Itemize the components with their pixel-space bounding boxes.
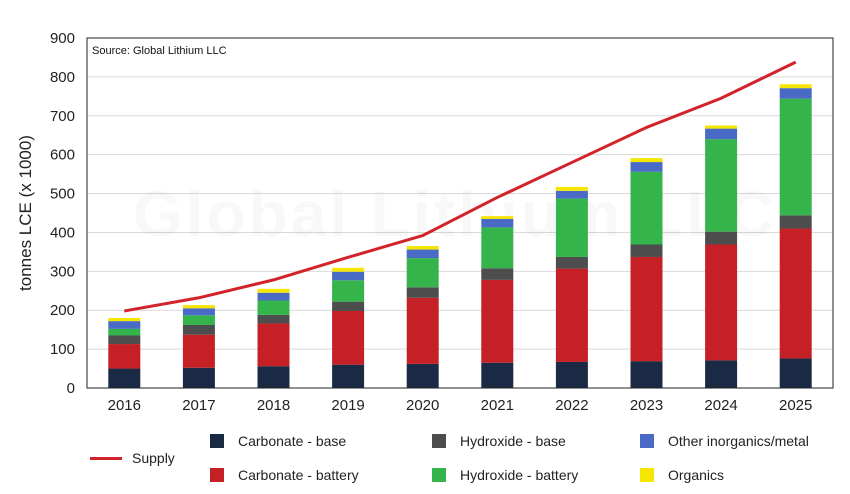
bar-hydroxide-battery-2017 — [182, 315, 215, 325]
bar-carbonate-base-2018 — [257, 366, 290, 388]
y-tick-label: 700 — [50, 108, 75, 125]
bar-carbonate-battery-2018 — [257, 323, 290, 367]
bar-other-inorganics-metal-2016 — [108, 321, 141, 329]
bar-other-inorganics-metal-2017 — [182, 308, 215, 316]
bar-carbonate-battery-2023 — [630, 256, 663, 362]
bar-hydroxide-battery-2025 — [779, 98, 812, 216]
bar-other-inorganics-metal-2019 — [332, 271, 365, 281]
bar-carbonate-battery-2017 — [182, 334, 215, 368]
bar-hydroxide-battery-2019 — [332, 280, 365, 302]
bar-carbonate-battery-2022 — [555, 268, 588, 362]
y-tick-label: 300 — [50, 263, 75, 280]
y-axis-label: tonnes LCE (x 1000) — [16, 135, 35, 291]
bar-stack-2025 — [779, 84, 812, 388]
x-tick-label: 2020 — [406, 397, 439, 414]
bar-stack-2023 — [630, 158, 663, 388]
bar-carbonate-battery-2019 — [332, 311, 365, 365]
bar-hydroxide-base-2016 — [108, 335, 141, 345]
bar-carbonate-base-2016 — [108, 368, 141, 388]
bar-organics-2019 — [332, 267, 365, 272]
bar-carbonate-base-2019 — [332, 364, 365, 388]
bar-carbonate-battery-2021 — [481, 279, 514, 363]
y-tick-label: 800 — [50, 69, 75, 86]
supply-line — [124, 60, 797, 313]
bar-carbonate-base-2023 — [630, 361, 663, 388]
bar-organics-2022 — [555, 186, 588, 191]
bar-carbonate-base-2020 — [406, 363, 439, 388]
bar-hydroxide-base-2022 — [555, 256, 588, 269]
bar-hydroxide-base-2020 — [406, 287, 439, 298]
bar-other-inorganics-metal-2020 — [406, 249, 439, 259]
bar-carbonate-base-2017 — [182, 367, 215, 388]
x-tick-label: 2023 — [630, 397, 663, 414]
y-tick-label: 100 — [50, 341, 75, 358]
bar-other-inorganics-metal-2022 — [555, 190, 588, 199]
x-tick-label: 2021 — [481, 397, 514, 414]
bar-carbonate-battery-2024 — [705, 244, 738, 361]
bar-other-inorganics-metal-2018 — [257, 292, 290, 301]
y-tick-label: 900 — [50, 30, 75, 47]
y-tick-label: 400 — [50, 224, 75, 241]
bar-hydroxide-battery-2023 — [630, 171, 663, 245]
bar-organics-2021 — [481, 216, 514, 219]
bar-stack-2021 — [481, 216, 514, 388]
bar-organics-2023 — [630, 158, 663, 163]
bar-hydroxide-base-2023 — [630, 244, 663, 257]
x-tick-label: 2025 — [779, 397, 812, 414]
x-tick-label: 2016 — [108, 397, 141, 414]
watermark: Global Lithium LLC — [133, 178, 777, 250]
bar-hydroxide-battery-2016 — [108, 328, 141, 336]
plot-frame — [86, 37, 834, 389]
bar-carbonate-base-2025 — [779, 358, 812, 388]
bar-organics-2025 — [779, 84, 812, 89]
bar-other-inorganics-metal-2023 — [630, 162, 663, 172]
bar-hydroxide-battery-2021 — [481, 227, 514, 269]
y-tick-label: 500 — [50, 186, 75, 203]
bar-hydroxide-base-2019 — [332, 301, 365, 311]
bar-stack-2016 — [108, 318, 141, 388]
bar-hydroxide-battery-2018 — [257, 300, 290, 315]
bar-stack-2017 — [182, 305, 215, 388]
x-tick-label: 2022 — [555, 397, 588, 414]
bar-hydroxide-base-2021 — [481, 268, 514, 280]
bar-organics-2020 — [406, 246, 439, 250]
source-note: Source: Global Lithium LLC — [92, 45, 227, 57]
bar-hydroxide-battery-2024 — [705, 139, 738, 232]
bar-other-inorganics-metal-2024 — [705, 128, 738, 140]
bar-stack-2018 — [257, 288, 290, 388]
bar-groups — [108, 84, 812, 388]
y-tick-labels: 0 100 200 300 400 500 600 700 800 900 — [50, 30, 75, 397]
bar-stack-2022 — [555, 186, 588, 388]
bar-other-inorganics-metal-2021 — [481, 218, 514, 228]
bar-carbonate-base-2021 — [481, 362, 514, 388]
x-tick-label: 2024 — [704, 397, 737, 414]
bar-organics-2016 — [108, 318, 141, 322]
x-tick-label: 2019 — [331, 397, 364, 414]
bar-stack-2020 — [406, 246, 439, 388]
bar-organics-2018 — [257, 288, 290, 293]
bar-organics-2024 — [705, 125, 738, 129]
bar-carbonate-base-2024 — [705, 360, 738, 388]
bar-hydroxide-base-2018 — [257, 314, 290, 324]
bar-other-inorganics-metal-2025 — [779, 88, 812, 99]
y-tick-label: 200 — [50, 302, 75, 319]
y-tick-label: 600 — [50, 147, 75, 164]
x-tick-label: 2017 — [182, 397, 215, 414]
bar-hydroxide-battery-2020 — [406, 258, 439, 288]
bar-stack-2024 — [705, 125, 738, 388]
bar-hydroxide-base-2025 — [779, 215, 812, 229]
bar-carbonate-battery-2020 — [406, 297, 439, 364]
bar-organics-2017 — [182, 305, 215, 309]
bar-carbonate-battery-2025 — [779, 228, 812, 359]
x-tick-labels: 2016 2017 2018 2019 2020 2021 2022 2023 2024 2025 — [108, 397, 813, 414]
bar-carbonate-battery-2016 — [108, 344, 141, 369]
y-tick-label: 0 — [67, 380, 75, 397]
bar-hydroxide-base-2024 — [705, 231, 738, 245]
bar-hydroxide-battery-2022 — [555, 198, 588, 257]
bar-hydroxide-base-2017 — [182, 325, 215, 335]
x-tick-label: 2018 — [257, 397, 290, 414]
bar-carbonate-base-2022 — [555, 361, 588, 388]
bar-stack-2019 — [332, 267, 365, 388]
